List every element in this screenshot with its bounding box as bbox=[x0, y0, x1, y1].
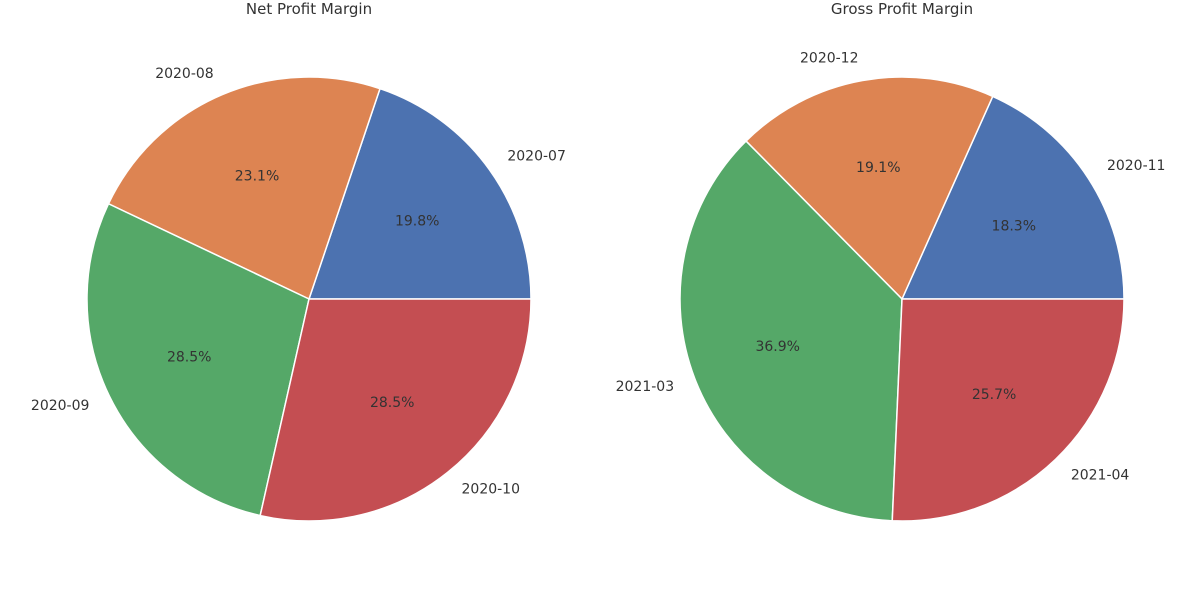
pie-slice-2020-12 bbox=[744, 76, 994, 301]
slice-percent-label: 18.3% bbox=[992, 219, 1036, 235]
net-profit-margin-pie: 19.8% 2020-07 23.1% 2020-08 28.5% 2020-09 28.5… bbox=[31, 0, 566, 522]
slice-category-label: 2021-03 bbox=[616, 379, 675, 395]
slice-category-label: 2020-07 bbox=[507, 149, 566, 165]
slice-category-label: 2020-08 bbox=[155, 66, 214, 82]
slice-category-label: 2020-11 bbox=[1107, 158, 1166, 174]
slice-percent-label: 28.5% bbox=[370, 395, 414, 411]
chart-title-gross-profit-margin: Gross Profit Margin bbox=[831, 0, 973, 18]
slice-category-label: 2020-12 bbox=[800, 51, 859, 67]
chart-title-net-profit-margin: Net Profit Margin bbox=[246, 0, 372, 18]
pie-slice-2020-10 bbox=[259, 298, 532, 522]
pie-slice-2020-09 bbox=[86, 202, 310, 517]
slice-percent-label: 19.8% bbox=[395, 213, 439, 229]
pie-slice-2020-08 bbox=[107, 76, 381, 301]
slice-percent-label: 28.5% bbox=[167, 349, 211, 365]
slice-percent-label: 19.1% bbox=[856, 160, 900, 176]
gross-profit-margin-pie: 18.3% 2020-11 19.1% 2020-12 36.9% 2021-03 25.7… bbox=[616, 0, 1166, 522]
slice-percent-label: 36.9% bbox=[755, 339, 799, 355]
pie-slice-2020-07 bbox=[307, 87, 532, 300]
pie-slice-2021-04 bbox=[891, 298, 1125, 522]
pie-slice-2021-03 bbox=[679, 139, 903, 522]
slice-percent-label: 25.7% bbox=[972, 387, 1016, 403]
slice-category-label: 2021-04 bbox=[1071, 467, 1130, 483]
slice-category-label: 2020-09 bbox=[31, 398, 90, 414]
slice-percent-label: 23.1% bbox=[235, 168, 279, 184]
slice-category-label: 2020-10 bbox=[462, 482, 521, 498]
pie-slice-2020-11 bbox=[900, 95, 1125, 300]
